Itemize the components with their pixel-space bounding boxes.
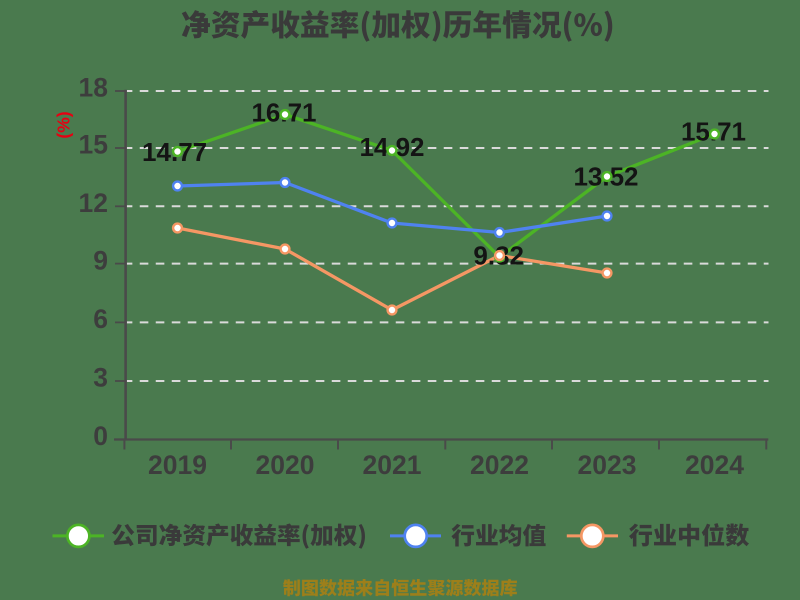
svg-text:12: 12 [79, 188, 108, 218]
svg-text:2024: 2024 [685, 450, 744, 480]
svg-text:18: 18 [79, 73, 108, 103]
svg-text:6: 6 [93, 304, 108, 334]
svg-text:2021: 2021 [363, 450, 422, 480]
svg-text:2023: 2023 [578, 450, 637, 480]
svg-text:0: 0 [93, 421, 108, 451]
svg-text:2020: 2020 [256, 450, 315, 480]
svg-text:3: 3 [93, 363, 108, 393]
svg-text:9: 9 [93, 245, 108, 275]
svg-text:15: 15 [79, 130, 108, 160]
svg-text:2022: 2022 [470, 450, 529, 480]
svg-text:(%): (%) [54, 111, 74, 138]
svg-text:2019: 2019 [148, 450, 207, 480]
